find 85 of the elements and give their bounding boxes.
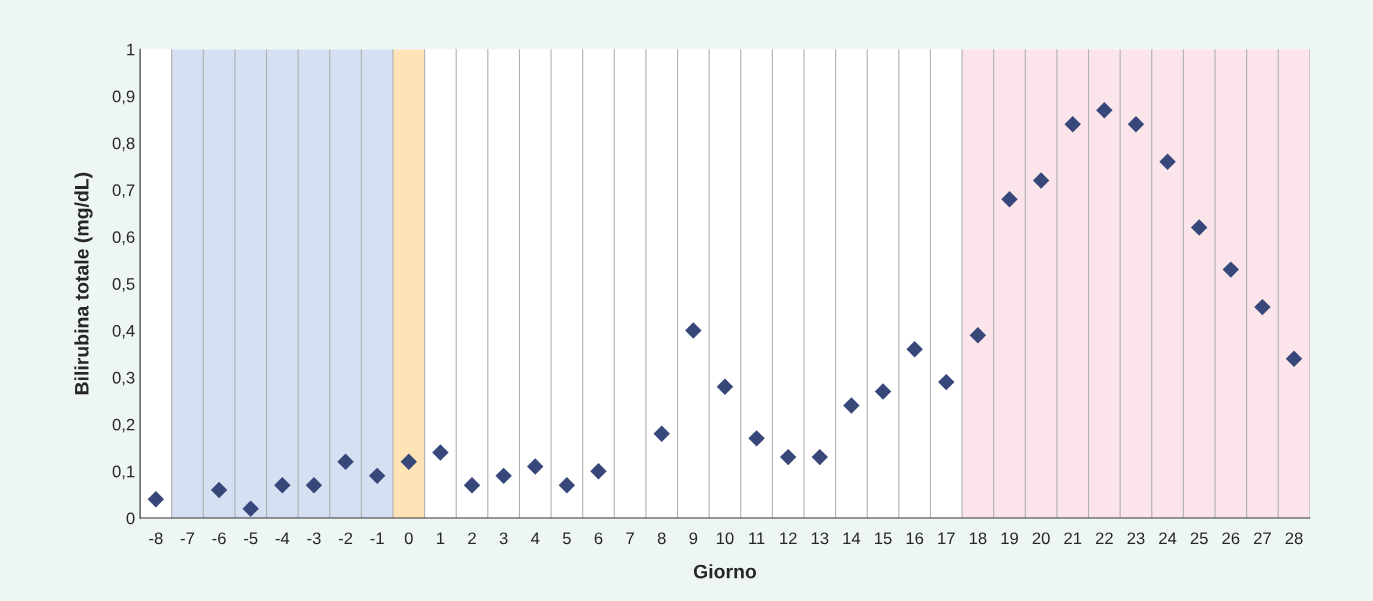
x-tick-label: 7 [626, 532, 634, 545]
x-tick-label: -7 [180, 532, 195, 545]
point [1127, 116, 1145, 133]
x-tick-label: 20 [1032, 532, 1050, 545]
x-tick-label: 24 [1159, 532, 1177, 545]
point [368, 467, 386, 485]
x-tick-label: 14 [843, 532, 861, 545]
point [1096, 102, 1113, 119]
x-tick-label: 5 [562, 532, 571, 545]
x-tick-label: 0 [404, 532, 413, 545]
point [305, 477, 323, 494]
x-tick-label: 4 [531, 532, 540, 545]
point [779, 448, 797, 466]
point [558, 477, 576, 494]
point [337, 453, 354, 471]
y-tick-label: 0,8 [112, 137, 135, 152]
point [843, 397, 860, 414]
x-tick-label: -1 [370, 532, 384, 545]
point [432, 444, 449, 461]
point [400, 453, 417, 471]
x-tick-label: -8 [149, 532, 163, 545]
point [1064, 116, 1081, 133]
x-tick-label: 1 [437, 532, 445, 545]
x-tick-label: 22 [1095, 532, 1113, 545]
x-tick-label: 27 [1253, 532, 1271, 545]
point [969, 327, 987, 344]
point [495, 467, 512, 485]
point [1159, 153, 1176, 171]
point [1222, 261, 1240, 278]
x-tick-label: 23 [1127, 532, 1145, 545]
point [906, 341, 923, 358]
y-tick-label: 0,5 [112, 278, 135, 292]
x-tick-label: -2 [338, 532, 353, 545]
point [653, 425, 670, 442]
x-tick-label: 12 [780, 532, 797, 545]
x-tick-label: 18 [969, 532, 987, 545]
point [242, 500, 259, 517]
x-tick-label: 2 [468, 532, 476, 545]
x-tick-label: 25 [1190, 532, 1208, 545]
point [811, 448, 829, 466]
y-tick-label: 1 [127, 43, 135, 56]
point [1190, 219, 1208, 236]
x-tick-label: 28 [1285, 532, 1303, 545]
point [716, 378, 734, 396]
x-tick-label: 21 [1064, 532, 1082, 545]
y-axis-title: Bilirubina totale (mg/dL) [74, 172, 93, 395]
x-tick-label: -3 [307, 532, 321, 545]
y-tick-label: 0,3 [112, 371, 135, 386]
point [1001, 191, 1018, 208]
point [1032, 172, 1050, 189]
x-tick-label: 10 [716, 532, 734, 545]
x-tick-label: 9 [689, 532, 698, 545]
point [463, 477, 481, 494]
point [147, 491, 165, 508]
point [527, 458, 544, 475]
x-tick-label: 13 [811, 532, 829, 545]
x-tick-label: 19 [1001, 532, 1018, 545]
x-tick-label: 8 [657, 532, 666, 545]
point [274, 477, 291, 494]
y-tick-label: 0,7 [112, 184, 135, 199]
x-tick-label: -5 [244, 532, 258, 545]
y-tick-label: 0,6 [112, 231, 135, 245]
x-tick-label: 16 [906, 532, 924, 545]
point [685, 322, 702, 339]
x-tick-label: -4 [275, 532, 290, 545]
point [748, 430, 765, 447]
x-tick-label: 6 [594, 532, 603, 545]
point [210, 481, 228, 499]
y-tick-label: 0 [126, 512, 135, 525]
x-tick-label: -6 [212, 532, 226, 545]
x-tick-label: 3 [499, 532, 508, 545]
y-tick-label: 0,1 [112, 465, 135, 480]
point [938, 373, 955, 391]
point [590, 462, 607, 480]
point [1254, 298, 1271, 316]
y-tick-label: 0,4 [112, 324, 135, 339]
x-tick-label: 11 [749, 532, 765, 545]
x-tick-label: 15 [875, 532, 892, 545]
point [874, 383, 892, 400]
x-tick-label: 17 [938, 532, 955, 545]
x-axis-title: Giorno [693, 564, 757, 579]
y-tick-label: 0,2 [112, 418, 135, 433]
point [1285, 350, 1303, 367]
x-tick-label: 26 [1222, 532, 1240, 545]
y-tick-label: 0,9 [112, 90, 135, 105]
